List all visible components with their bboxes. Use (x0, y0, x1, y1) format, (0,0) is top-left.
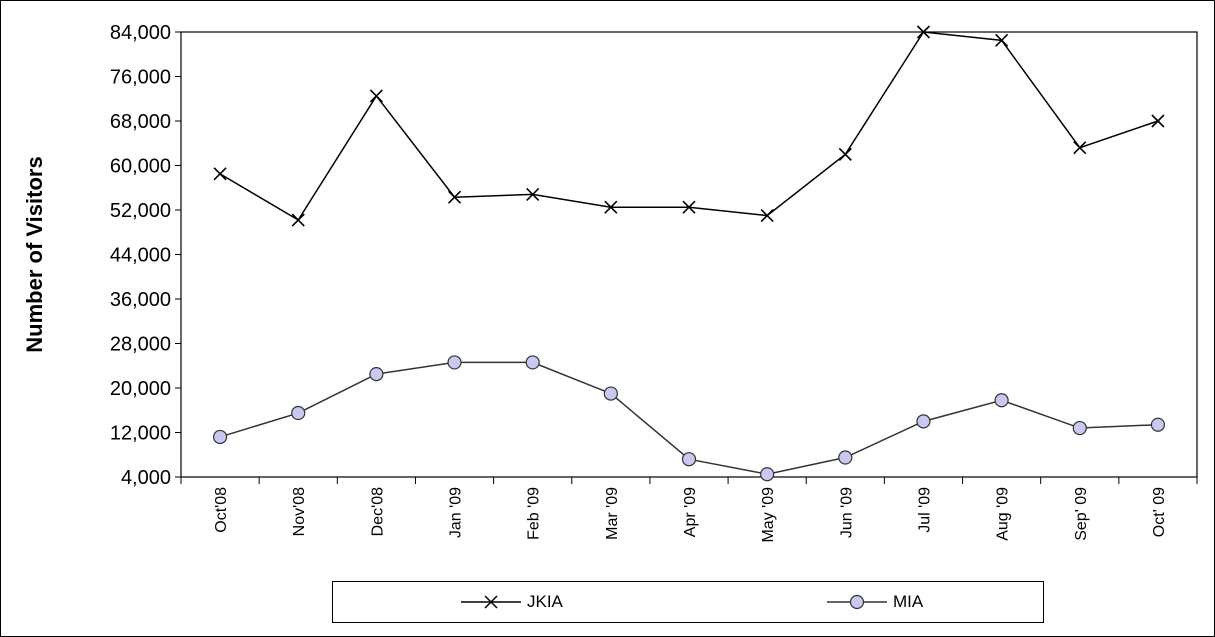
x-tick-label: Oct' 09 (1151, 487, 1168, 537)
data-point-jkia (369, 89, 383, 103)
series-mia (212, 355, 1166, 482)
x-tick-label: Apr '09 (682, 487, 699, 537)
y-tick-label: 68,000 (110, 111, 171, 133)
x-tick-label: May '09 (760, 487, 777, 543)
data-point-mia (212, 429, 228, 445)
x-tick-label: Aug '09 (995, 487, 1012, 541)
x-tick-label: Feb '09 (526, 487, 543, 540)
series-jkia (213, 25, 1165, 227)
x-tick-label: Oct'08 (213, 487, 230, 533)
data-point-jkia (604, 200, 618, 214)
data-point-jkia (760, 208, 774, 223)
x-tick-label: Dec'08 (369, 487, 386, 536)
x-tick-label: Mar '09 (604, 487, 621, 540)
data-point-mia (681, 452, 697, 467)
x-axis: Oct'08 Nov'08 Dec'08 Jan '09 Feb '09 Mar '09 A… (180, 477, 1198, 543)
x-tick-label: Sep' 09 (1073, 487, 1090, 541)
y-tick-label: 76,000 (110, 67, 171, 89)
y-tick-label: 44,000 (110, 245, 171, 267)
data-point-mia (447, 355, 462, 370)
legend-item-mia: MIA (827, 582, 923, 622)
data-point-mia (760, 467, 775, 482)
legend-jkia-marker-icon (461, 595, 521, 609)
y-tick-label: 36,000 (110, 289, 171, 311)
data-point-mia (291, 405, 306, 421)
x-tick-label: Jun '09 (838, 487, 855, 538)
data-point-jkia (447, 190, 462, 204)
data-point-jkia (526, 187, 540, 201)
data-point-mia (994, 393, 1009, 408)
y-tick-label: 4,000 (121, 467, 171, 489)
x-tick-label: Nov'08 (291, 487, 308, 536)
data-point-jkia (1151, 114, 1165, 128)
y-axis-label: Number of Visitors (22, 156, 47, 352)
data-point-mia (1150, 417, 1166, 432)
series-line-jkia (219, 31, 1159, 222)
y-tick-label: 84,000 (110, 22, 171, 44)
data-point-mia (1072, 420, 1087, 436)
x-tick-label: Jan '09 (448, 487, 465, 538)
data-point-jkia (213, 167, 227, 181)
y-axis: 4,000 12,000 20,000 28,000 36,000 44,000 52,00… (110, 22, 181, 489)
legend-label-mia: MIA (893, 592, 924, 611)
data-point-jkia (1073, 141, 1087, 155)
legend-item-jkia: JKIA (461, 582, 563, 622)
x-tick-label: Jul '09 (916, 487, 933, 533)
series-layer (212, 25, 1166, 482)
data-point-mia (838, 450, 853, 465)
y-tick-label: 20,000 (110, 378, 171, 400)
y-tick-label: 12,000 (110, 423, 171, 445)
data-point-mia (369, 366, 384, 382)
data-point-mia (916, 414, 931, 429)
data-point-jkia (291, 213, 305, 227)
legend-label-jkia: JKIA (527, 592, 563, 611)
data-point-jkia (916, 25, 931, 39)
data-point-jkia (838, 147, 852, 161)
data-point-mia (603, 386, 618, 401)
legend-mia-marker-icon (827, 594, 887, 610)
y-tick-label: 60,000 (110, 156, 171, 178)
data-point-jkia (682, 200, 696, 214)
data-point-mia (525, 355, 540, 370)
legend: JKIA MIA (332, 581, 1044, 623)
y-tick-label: 52,000 (110, 200, 171, 222)
data-point-jkia (995, 33, 1009, 47)
y-tick-label: 28,000 (110, 334, 171, 356)
